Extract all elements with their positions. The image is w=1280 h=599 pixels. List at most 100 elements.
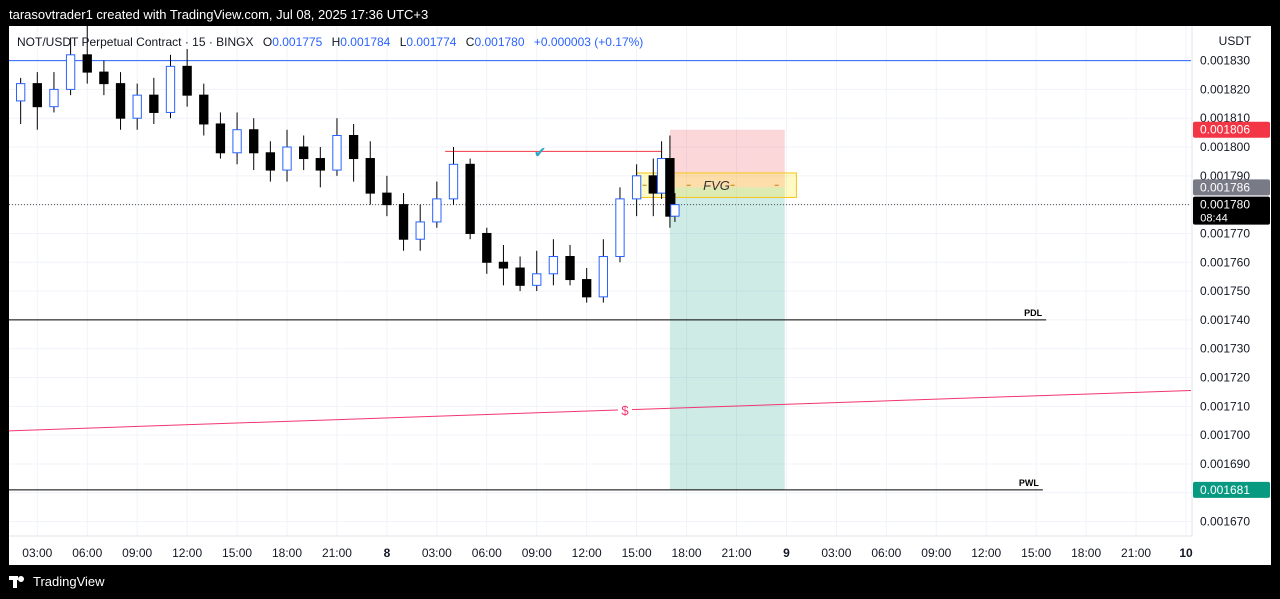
footer-brand: TradingView <box>9 574 105 589</box>
candle-body <box>215 123 226 154</box>
time-tick-label: 10 <box>1179 546 1193 560</box>
candle-body <box>665 158 675 217</box>
price-tick-label: 0.001670 <box>1200 515 1250 529</box>
price-tick-label: 0.001720 <box>1200 371 1250 385</box>
symbol-legend: NOT/USDT Perpetual Contract · 15 · BINGX… <box>17 35 643 49</box>
candle-body <box>582 279 592 298</box>
candle-body <box>548 256 559 275</box>
price-tick-label: 0.001730 <box>1200 342 1250 356</box>
close-label: C <box>465 35 475 49</box>
candle-body <box>670 204 680 217</box>
candle-body <box>598 256 608 298</box>
chart-panel[interactable]: FVG PDL PWL $ ✔ USDT 0.001830 0.001820 0.001810 0… <box>9 26 1271 565</box>
candle-body <box>415 221 425 240</box>
candle-body <box>265 152 276 171</box>
time-tick-label: 03:00 <box>821 546 851 560</box>
candle-body <box>348 134 359 160</box>
candle-body <box>398 204 409 240</box>
candle-body <box>182 65 192 96</box>
time-tick-label: 09:00 <box>921 546 951 560</box>
candle-body <box>648 175 658 194</box>
time-tick-label: 12:00 <box>971 546 1001 560</box>
open-value: 0.001775 <box>272 35 323 49</box>
snapshot-caption: tarasovtrader1 created with TradingView.… <box>9 7 429 22</box>
price-tick-label: 0.001690 <box>1200 457 1250 471</box>
time-tick-label: 03:00 <box>22 546 52 560</box>
change-value: +0.000003 (+0.17%) <box>533 35 644 49</box>
candle-body <box>99 71 109 85</box>
time-tick-label: 09:00 <box>522 546 552 560</box>
high-value: 0.001784 <box>340 35 391 49</box>
candle-body <box>315 158 325 171</box>
price-badge <box>1193 196 1270 225</box>
price-badge-value: 0.001780 <box>1200 198 1250 212</box>
candle-body <box>282 146 292 171</box>
time-tick-label: 06:00 <box>72 546 102 560</box>
candle-body <box>15 83 26 102</box>
time-tick-label: 9 <box>783 546 790 560</box>
liquidity-trend-line <box>9 389 1192 432</box>
time-tick-label: 12:00 <box>572 546 602 560</box>
time-tick-label: 09:00 <box>122 546 152 560</box>
price-tick-label: 0.001710 <box>1200 399 1250 413</box>
time-tick-label: 06:00 <box>871 546 901 560</box>
candle-body <box>631 175 642 200</box>
price-badge <box>1193 179 1270 196</box>
price-tick-label: 0.001810 <box>1200 111 1250 125</box>
time-tick-label: 21:00 <box>721 546 751 560</box>
time-tick-label: 06:00 <box>472 546 502 560</box>
candle-body <box>149 94 159 113</box>
price-tick-label: 0.001740 <box>1200 313 1250 327</box>
price-tick-label: 0.001790 <box>1200 169 1250 183</box>
price-badge <box>1193 121 1270 138</box>
time-tick-label: 21:00 <box>322 546 352 560</box>
price-tick-label: 0.001820 <box>1200 82 1250 96</box>
candle-body <box>382 192 392 206</box>
price-badge-value: 0.001786 <box>1200 180 1250 194</box>
price-tick-label: 0.001770 <box>1200 226 1250 240</box>
price-badge-value: 0.001806 <box>1200 123 1250 137</box>
candle-body <box>448 163 459 200</box>
candle-countdown: 08:44 <box>1200 213 1228 225</box>
candle-body <box>32 83 42 108</box>
candle-body <box>656 158 667 194</box>
candle-body <box>465 163 475 234</box>
time-tick-label: 03:00 <box>422 546 452 560</box>
candle-body <box>498 261 509 269</box>
trend-label-bg <box>617 401 632 418</box>
time-tick-label: 18:00 <box>272 546 302 560</box>
price-tick-label: 0.001830 <box>1200 54 1250 68</box>
tradingview-logo-icon <box>9 575 27 588</box>
time-tick-label: 15:00 <box>222 546 252 560</box>
candle-body <box>615 198 625 258</box>
price-tick-label: 0.001750 <box>1200 284 1250 298</box>
level-label-pdl: PDL <box>1024 308 1043 318</box>
candle-body <box>532 273 542 286</box>
liquidity-marker: $ <box>621 403 629 418</box>
candle-body <box>132 94 142 119</box>
symbol-title[interactable]: NOT/USDT Perpetual Contract · 15 · BINGX <box>17 35 254 49</box>
candle-body <box>199 94 209 125</box>
price-tick-label: 0.001800 <box>1200 140 1250 154</box>
time-tick-label: 18:00 <box>672 546 702 560</box>
candle-body <box>332 134 342 171</box>
candle-body <box>432 198 442 223</box>
chart-canvas[interactable]: FVGPDLPWL$✔USDT0.0018300.0018200.0018100… <box>9 26 1271 565</box>
price-badge-value: 0.001681 <box>1200 483 1250 497</box>
open-label: O <box>262 35 273 49</box>
low-label: L <box>399 35 407 49</box>
candle-body <box>515 267 525 286</box>
candle-body <box>49 88 59 108</box>
time-tick-label: 12:00 <box>172 546 202 560</box>
close-value: 0.001780 <box>474 35 525 49</box>
price-badge <box>1193 481 1270 498</box>
time-tick-label: 18:00 <box>1071 546 1101 560</box>
candle-body <box>249 129 259 154</box>
fvg-label: FVG <box>703 178 730 193</box>
candle-body <box>482 232 492 263</box>
check-mark-icon: ✔ <box>534 143 547 161</box>
candle-body <box>115 83 126 119</box>
price-tick-label: 0.001760 <box>1200 255 1250 269</box>
high-label: H <box>331 35 341 49</box>
